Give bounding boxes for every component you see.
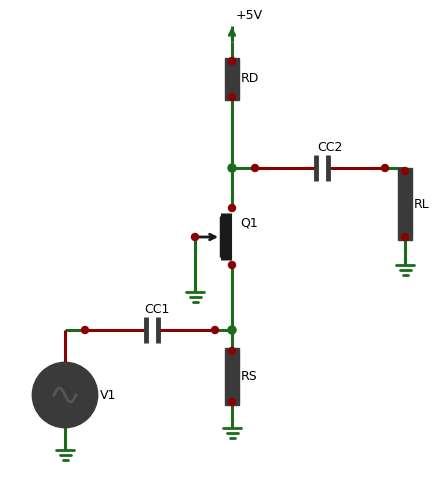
Circle shape — [228, 164, 236, 172]
Text: +5V: +5V — [236, 9, 263, 22]
Text: V1: V1 — [100, 388, 117, 401]
Circle shape — [228, 261, 235, 268]
Circle shape — [401, 168, 409, 174]
Bar — [225, 348, 239, 405]
Circle shape — [81, 327, 89, 333]
Circle shape — [401, 233, 409, 241]
Circle shape — [228, 57, 235, 65]
Text: RD: RD — [241, 72, 259, 86]
Circle shape — [33, 363, 97, 427]
Circle shape — [381, 164, 388, 172]
Circle shape — [228, 399, 235, 405]
Circle shape — [228, 93, 235, 101]
Bar — [225, 58, 239, 100]
Circle shape — [191, 233, 198, 241]
Text: RL: RL — [414, 197, 430, 210]
Circle shape — [228, 205, 235, 211]
Text: Q1: Q1 — [240, 216, 258, 229]
Bar — [398, 168, 412, 240]
Circle shape — [228, 326, 236, 334]
Text: CC2: CC2 — [317, 141, 342, 154]
Text: RS: RS — [241, 370, 258, 383]
Circle shape — [228, 347, 235, 354]
Circle shape — [211, 327, 218, 333]
Text: CC1: CC1 — [144, 303, 170, 316]
Circle shape — [251, 164, 259, 172]
